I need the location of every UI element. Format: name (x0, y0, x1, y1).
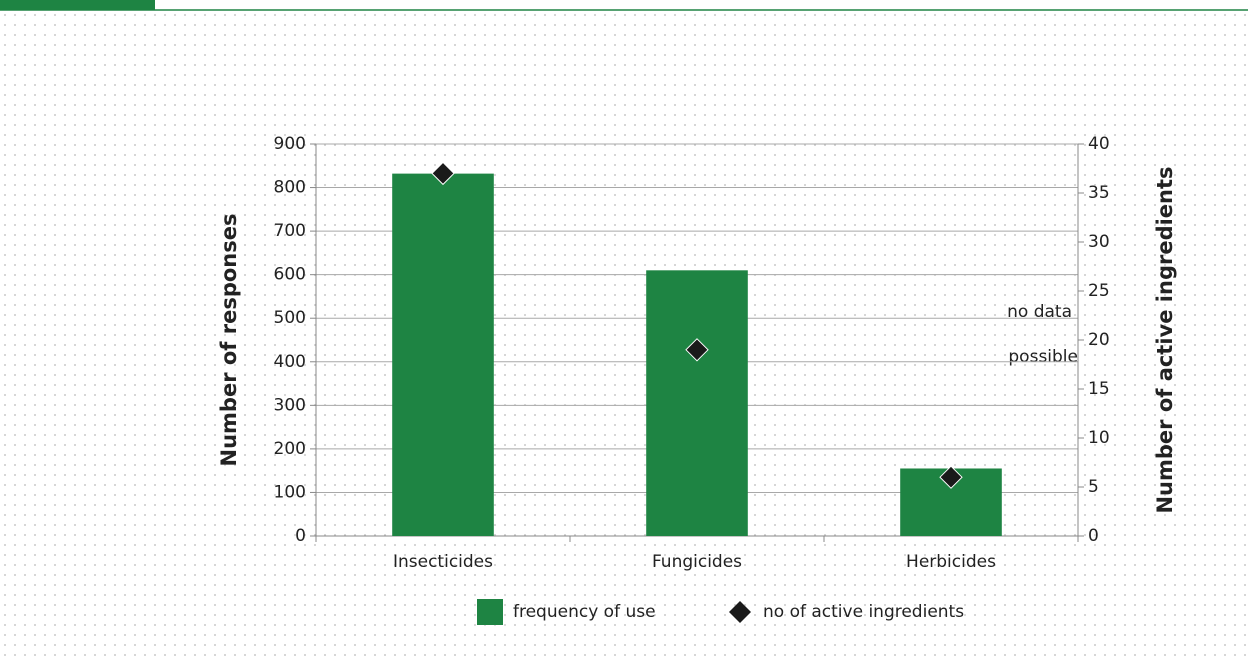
y2-tick-label: 30 (1088, 232, 1110, 252)
y2-tick-label: 20 (1088, 330, 1110, 350)
bar (646, 270, 748, 536)
y-tick-label: 200 (274, 439, 306, 459)
y-tick-label: 100 (274, 482, 306, 502)
x-tick-label: Insecticides (393, 552, 493, 572)
y-tick-label: 500 (274, 308, 306, 328)
x-tick-label: Herbicides (906, 552, 996, 572)
legend-swatch (477, 599, 503, 625)
legend-swatch (729, 601, 751, 623)
bar (392, 173, 494, 536)
y2-tick-label: 5 (1088, 477, 1099, 497)
y-tick-label: 300 (274, 395, 306, 415)
header-tab (0, 0, 155, 10)
annotation: no data (1007, 302, 1072, 322)
y-tick-label: 800 (274, 178, 306, 198)
marker (431, 161, 455, 186)
y-tick-label: 700 (274, 221, 306, 241)
y2-tick-label: 15 (1088, 379, 1110, 399)
y-tick-label: 600 (274, 265, 306, 285)
y2-tick-label: 25 (1088, 281, 1110, 301)
legend-label: no of active ingredients (763, 602, 964, 622)
marker (939, 465, 963, 489)
annotation: possible (1008, 347, 1078, 367)
marker (685, 338, 709, 362)
y2-tick-label: 35 (1088, 183, 1110, 203)
y-tick-label: 400 (274, 352, 306, 372)
x-tick-label: Fungicides (652, 552, 742, 572)
y2-tick-label: 0 (1088, 526, 1099, 546)
background (0, 12, 1248, 661)
y2-axis-label: Number of active ingredients (1153, 166, 1177, 513)
y2-tick-label: 10 (1088, 428, 1110, 448)
legend-label: frequency of use (513, 602, 656, 622)
y-tick-label: 900 (274, 134, 306, 154)
y-axis-label: Number of responses (217, 214, 241, 467)
y-tick-label: 0 (295, 526, 306, 546)
y2-tick-label: 40 (1088, 134, 1110, 154)
